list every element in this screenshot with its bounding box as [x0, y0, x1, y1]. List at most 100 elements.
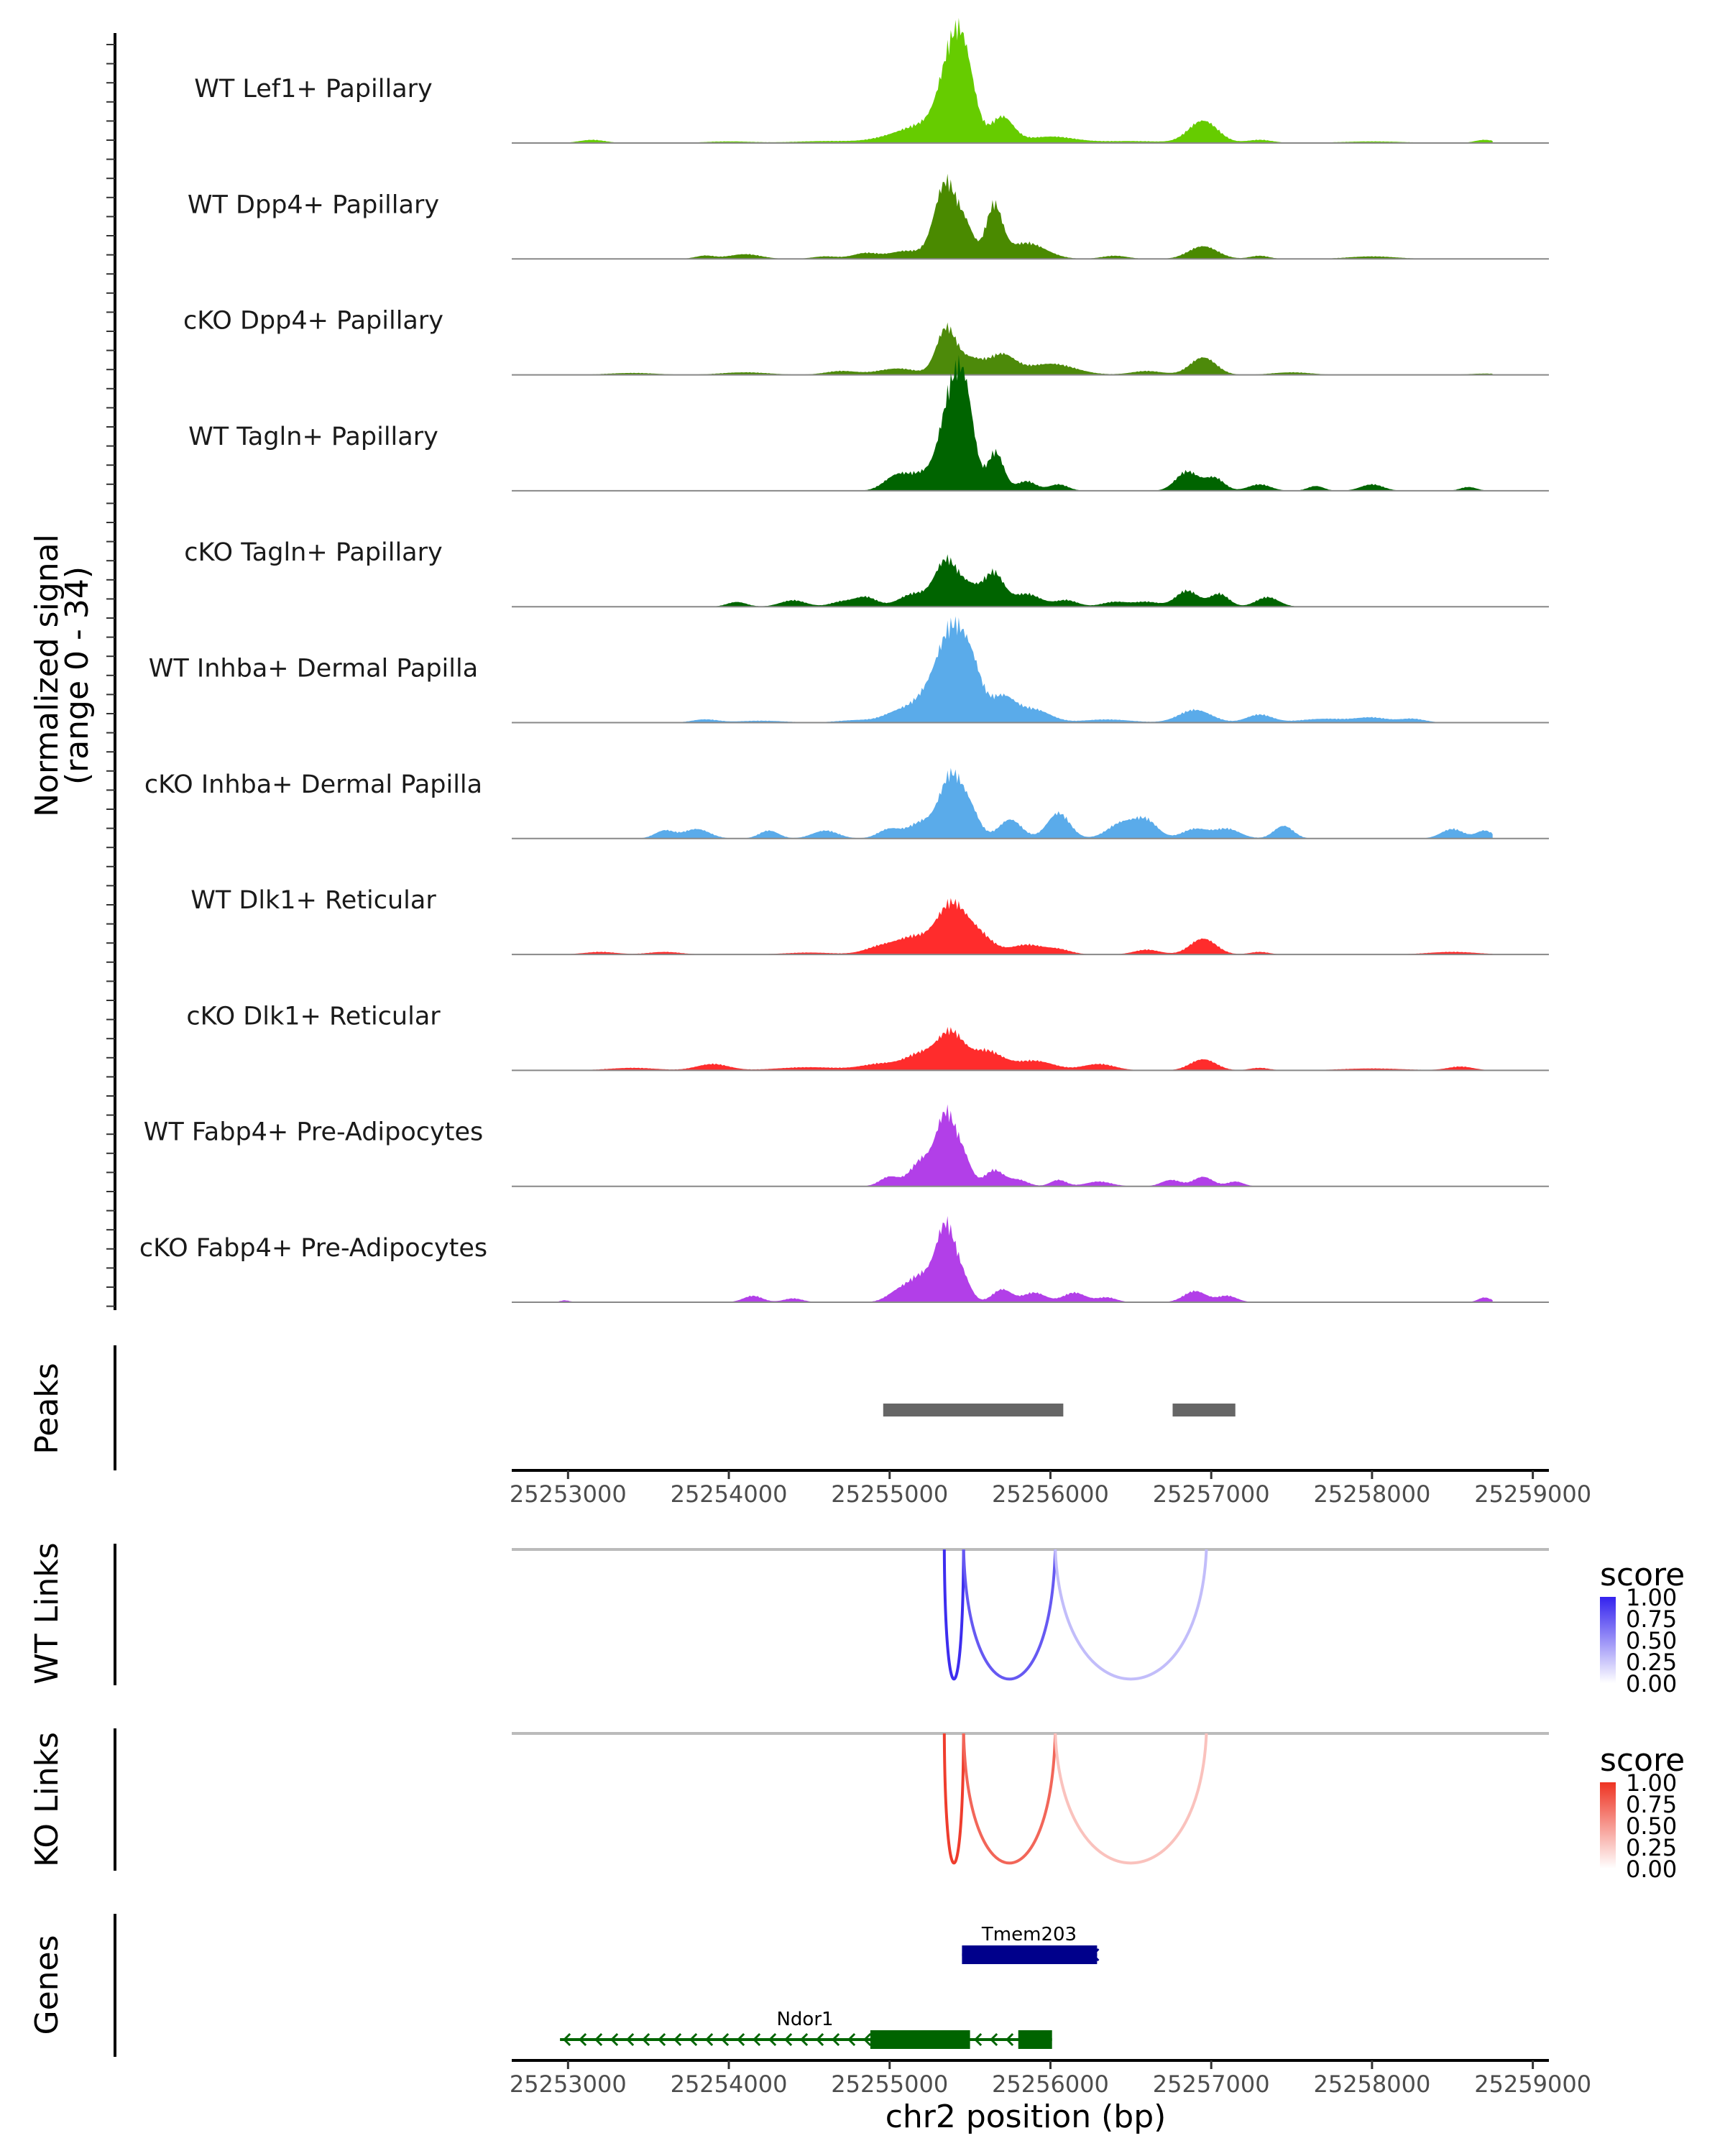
gene-name-label: Ndor1 [776, 2009, 833, 2030]
coverage-track: WT Inhba+ Dermal Papilla [149, 616, 1549, 724]
strand-arrow [673, 2032, 682, 2047]
strand-arrow [847, 2032, 856, 2047]
legend-break-label: 0.50 [1626, 1812, 1677, 1840]
x-axis-bottom: 25253000 25254000 25255000 25256000 25257000… [510, 2059, 1591, 2098]
coverage-area [512, 898, 1493, 955]
strand-arrow [799, 2032, 809, 2047]
legend-break-label: 0.25 [1626, 1834, 1677, 1861]
x-tick-label: 25255000 [831, 1480, 948, 1508]
legend-title: score [1600, 1557, 1685, 1593]
x-tick-label: 25258000 [1313, 2070, 1430, 2098]
track-label: cKO Tagln+ Papillary [184, 538, 443, 567]
coverage-area [512, 17, 1493, 144]
x-tick-label: 25259000 [1474, 2070, 1591, 2098]
coverage-track: WT Fabp4+ Pre-Adipocytes [144, 1104, 1549, 1187]
coverage-track: WT Dpp4+ Papillary [188, 173, 1549, 260]
x-axis-title: chr2 position (bp) [886, 2099, 1167, 2135]
legend-break-label: 1.00 [1626, 1769, 1677, 1797]
coverage-area [512, 322, 1493, 375]
x-tick-label: 25253000 [510, 1480, 627, 1508]
gene-model: Ndor1 [560, 2009, 1052, 2049]
gene-name-label: Tmem203 [981, 1924, 1077, 1945]
x-tick-label: 25259000 [1474, 1480, 1591, 1508]
strand-arrow [783, 2032, 793, 2047]
coverage-track: cKO Fabp4+ Pre-Adipocytes [139, 1216, 1549, 1303]
legend-break-label: 0.00 [1626, 1856, 1677, 1883]
legend-break-label: 0.50 [1626, 1627, 1677, 1654]
genes-track-label: Genes [29, 1935, 65, 2035]
strand-arrow [641, 2032, 650, 2047]
coverage-track: WT Lef1+ Papillary [194, 17, 1549, 144]
peaks-track-label: Peaks [29, 1363, 65, 1454]
strand-arrow [625, 2032, 635, 2047]
strand-arrow [610, 2032, 619, 2047]
x-tick-label: 25254000 [671, 1480, 788, 1508]
x-tick-label: 25253000 [510, 2070, 627, 2098]
strand-arrow [752, 2032, 761, 2047]
track-label: WT Lef1+ Papillary [194, 75, 433, 103]
coverage-area [512, 616, 1493, 723]
coverage-track: cKO Inhba+ Dermal Papilla [144, 768, 1549, 839]
strand-arrow [831, 2032, 840, 2047]
x-tick-label: 25257000 [1153, 1480, 1270, 1508]
peak-interval [883, 1404, 1064, 1416]
links-legends: score1.000.750.500.250.00score1.000.750.… [1600, 1557, 1685, 1883]
track-label: WT Inhba+ Dermal Papilla [149, 655, 478, 683]
legend-break-label: 1.00 [1626, 1584, 1677, 1611]
genes-group: Tmem203 Ndor1 [560, 1924, 1100, 2049]
coverage-area [512, 173, 1493, 259]
coverage-area [512, 1216, 1493, 1302]
coverage-track: WT Tagln+ Papillary [188, 354, 1549, 492]
strand-arrow [989, 2032, 998, 2047]
strand-arrow [562, 2032, 571, 2047]
strand-arrow [689, 2032, 698, 2047]
coverage-tracks: WT Lef1+ Papillary WT Dpp4+ Papillary cKO … [139, 17, 1549, 1303]
link-arc [942, 1733, 965, 1865]
coverage-area [512, 1104, 1493, 1187]
legend-title: score [1600, 1742, 1685, 1779]
ko-links-label: KO Links [29, 1732, 65, 1867]
strand-arrow [657, 2032, 666, 2047]
coverage-area [512, 768, 1493, 839]
coverage-area [512, 554, 1493, 607]
coverage-track: cKO Dlk1+ Reticular [186, 1002, 1549, 1072]
track-label: cKO Fabp4+ Pre-Adipocytes [139, 1234, 487, 1263]
x-tick-label: 25257000 [1153, 2070, 1270, 2098]
wt-links-label: WT Links [29, 1542, 65, 1684]
x-tick-label: 25258000 [1313, 1480, 1430, 1508]
strand-arrow [578, 2032, 587, 2047]
coverage-area [512, 1026, 1493, 1071]
strand-arrow [594, 2032, 603, 2047]
strand-arrow [704, 2032, 714, 2047]
x-tick-label: 25256000 [992, 1480, 1109, 1508]
track-label: WT Fabp4+ Pre-Adipocytes [144, 1118, 483, 1147]
strand-arrow [1005, 2032, 1014, 2047]
x-axis-middle: 25253000 25254000 25255000 25256000 25257000… [510, 1469, 1591, 1508]
x-tick-label: 25255000 [831, 2070, 948, 2098]
legend-break-label: 0.75 [1626, 1791, 1677, 1818]
legend-colorbar [1600, 1782, 1616, 1869]
track-label: WT Tagln+ Papillary [188, 423, 438, 451]
legend-break-label: 0.25 [1626, 1649, 1677, 1676]
link-arc [962, 1549, 1057, 1681]
coverage-track: cKO Dpp4+ Papillary [183, 307, 1549, 376]
strand-arrow [973, 2032, 983, 2047]
track-label: WT Dlk1+ Reticular [190, 886, 436, 915]
coverage-y-ticks [106, 44, 115, 1307]
link-arc [1054, 1549, 1208, 1681]
track-label: WT Dpp4+ Papillary [188, 190, 439, 219]
track-label: cKO Dlk1+ Reticular [186, 1002, 441, 1031]
strand-arrow [815, 2032, 824, 2047]
peak-interval [1172, 1404, 1236, 1416]
y-axis-title-line2: (range 0 - 34) [59, 566, 96, 785]
link-arc [1054, 1733, 1208, 1865]
strand-arrow [862, 2032, 872, 2047]
track-label: cKO Inhba+ Dermal Papilla [144, 770, 482, 799]
legend-break-label: 0.75 [1626, 1606, 1677, 1633]
strand-arrow [768, 2032, 777, 2047]
gene-exon [1018, 2030, 1052, 2049]
y-axis-title-line1: Normalized signal [29, 534, 65, 817]
